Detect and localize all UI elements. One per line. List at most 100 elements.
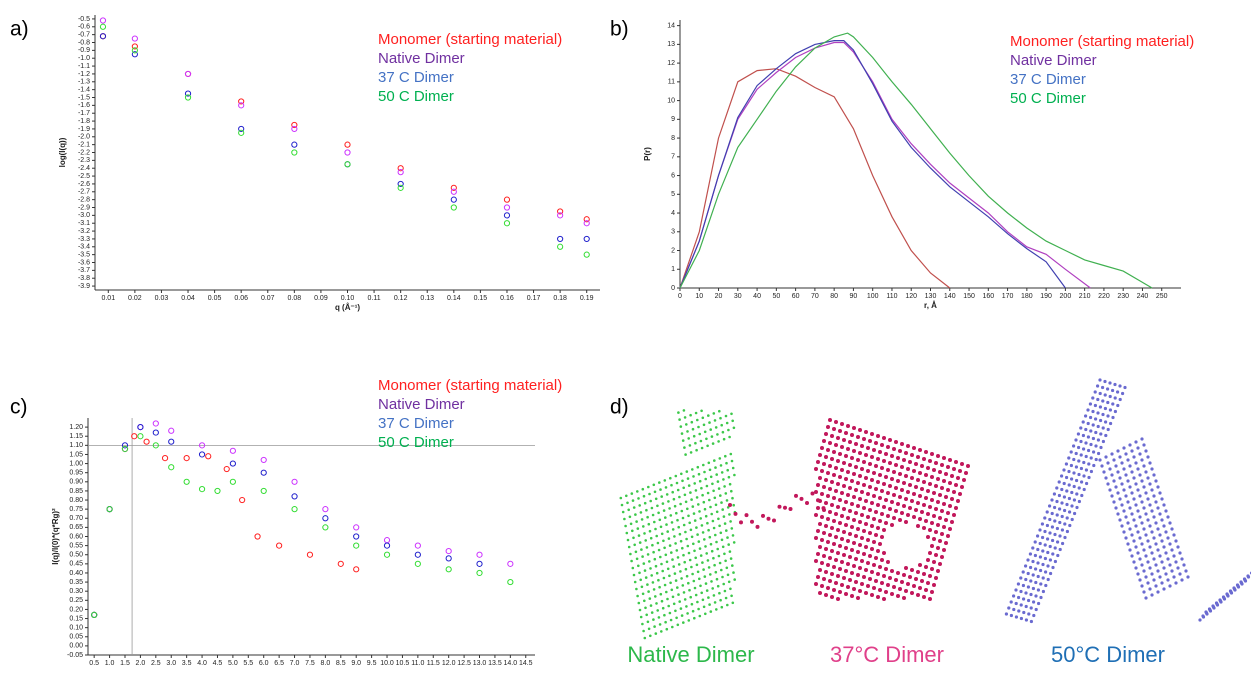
y-tick-label: -2.8 — [78, 196, 90, 203]
bead — [828, 464, 832, 468]
bead — [946, 465, 950, 469]
bead — [679, 570, 682, 573]
x-tick-label: 3.0 — [166, 660, 176, 667]
bead — [1114, 464, 1117, 467]
bead — [850, 456, 854, 460]
bead — [1108, 488, 1111, 491]
bead — [1146, 476, 1149, 479]
bead — [1126, 521, 1129, 524]
y-tick-label: 0.95 — [69, 470, 83, 477]
bead — [924, 565, 928, 569]
bead — [1122, 530, 1125, 533]
bead — [1178, 572, 1181, 575]
bead — [691, 573, 694, 576]
bead — [688, 484, 691, 487]
bead — [836, 436, 840, 440]
x-tick-label: 250 — [1156, 293, 1168, 300]
bead — [1142, 569, 1145, 572]
bead — [629, 516, 632, 519]
bead — [669, 477, 672, 480]
bead — [670, 514, 673, 517]
bead — [862, 552, 866, 556]
bead — [1142, 485, 1145, 488]
bead — [844, 523, 848, 527]
bead — [1102, 426, 1105, 429]
bead — [938, 516, 942, 520]
bead — [708, 421, 711, 424]
bead — [946, 488, 950, 492]
y-tick-label: -2.0 — [78, 134, 90, 141]
data-point — [100, 34, 105, 39]
bead — [637, 527, 640, 530]
bead — [1104, 434, 1107, 437]
bead — [1107, 428, 1110, 431]
bead — [1046, 537, 1049, 540]
bead — [952, 513, 956, 517]
bead — [834, 466, 838, 470]
y-axis-title: I(q)/I(0)*(q*Rg)² — [51, 508, 60, 565]
bead — [1109, 395, 1112, 398]
bead — [1082, 434, 1085, 437]
data-point — [240, 497, 245, 502]
y-tick-label: -2.3 — [78, 157, 90, 164]
bead — [864, 499, 868, 503]
bead — [1024, 578, 1027, 581]
bead — [1066, 530, 1069, 533]
bead — [1152, 473, 1155, 476]
bead — [890, 592, 894, 596]
bead — [1086, 408, 1089, 411]
bead — [720, 464, 723, 467]
bead — [1230, 591, 1233, 594]
bead — [840, 583, 844, 587]
bead — [695, 489, 698, 492]
bead — [866, 584, 870, 588]
bead — [928, 597, 932, 601]
data-point — [323, 525, 328, 530]
bead — [680, 577, 683, 580]
bead — [698, 433, 701, 436]
bead — [1041, 549, 1044, 552]
bead — [862, 483, 866, 487]
bead — [719, 494, 722, 497]
bead — [882, 528, 886, 532]
bead — [840, 514, 844, 518]
y-tick-label: -2.2 — [78, 149, 90, 156]
bead — [652, 551, 655, 554]
bead — [700, 440, 703, 443]
y-tick-label: -3.8 — [78, 275, 90, 282]
data-point — [292, 479, 297, 484]
bead — [852, 564, 856, 568]
bead — [701, 561, 704, 564]
bead — [842, 461, 846, 465]
bead — [860, 536, 864, 540]
y-tick-label: 1.20 — [69, 424, 83, 431]
bead — [942, 548, 946, 552]
x-tick-label: 40 — [753, 293, 761, 300]
bead — [848, 486, 852, 490]
y-tick-label: -1.1 — [78, 63, 90, 70]
bead — [1075, 465, 1078, 468]
x-tick-label: 0.07 — [261, 295, 275, 302]
x-tick-label: 8.5 — [336, 660, 346, 667]
bead — [1140, 542, 1143, 545]
bead — [852, 495, 856, 499]
legend-entry: Monomer (starting material) — [1010, 33, 1194, 50]
bead — [660, 526, 663, 529]
bead — [912, 515, 916, 519]
bead — [730, 413, 733, 416]
bead — [832, 450, 836, 454]
y-tick-label: -0.6 — [78, 24, 90, 31]
bead — [1130, 470, 1133, 473]
bead — [685, 538, 688, 541]
bead — [1168, 542, 1171, 545]
bead — [1041, 563, 1044, 566]
bead — [844, 500, 848, 504]
bead — [666, 561, 669, 564]
bead — [682, 554, 685, 557]
bead — [662, 502, 665, 505]
bead — [678, 563, 681, 566]
bead — [1014, 588, 1017, 591]
y-tick-label: -3.4 — [78, 244, 90, 251]
y-tick-label: 4 — [671, 210, 675, 217]
bead — [816, 552, 820, 556]
